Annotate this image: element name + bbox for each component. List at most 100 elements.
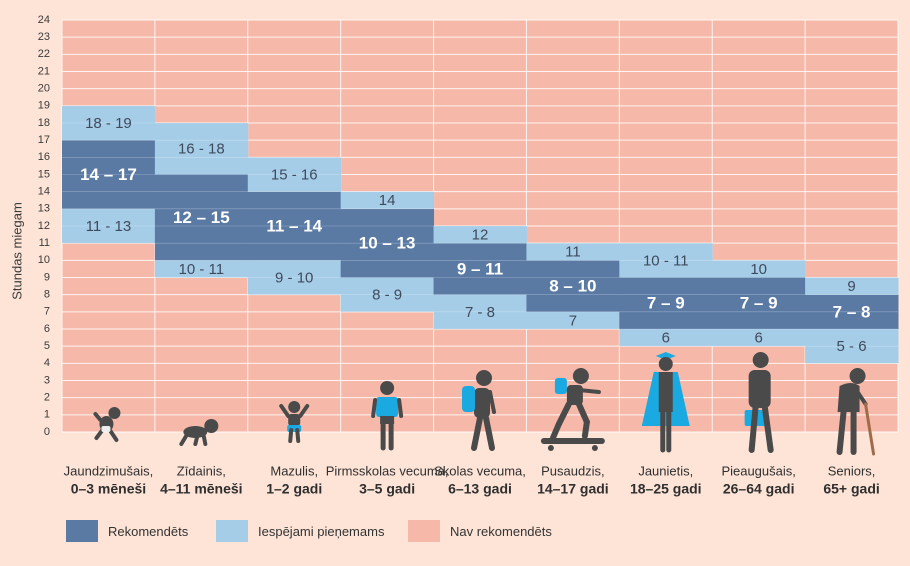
bar-recommended [247, 191, 342, 261]
label-acceptable-high: 18 - 19 [85, 115, 132, 132]
bar-acceptable-high [154, 123, 249, 175]
bar-acceptable-high [340, 191, 435, 209]
label-recommended: 8 – 10 [549, 277, 596, 296]
senior-cane-icon [836, 368, 876, 456]
label-acceptable-low: 10 - 11 [179, 261, 225, 278]
legend-label-not-recommended: Nav rekomendēts [450, 523, 552, 539]
y-tick-label: 1 [44, 409, 50, 421]
legend-label-acceptable: Iespējami pieņemams [258, 523, 385, 539]
legend-swatch-not-recommended [408, 520, 440, 542]
newborn-icon [93, 407, 121, 442]
bar-recommended [619, 277, 713, 329]
y-tick-label: 16 [38, 151, 50, 163]
toddler-icon [279, 401, 310, 443]
label-acceptable-low: 5 - 6 [837, 338, 867, 355]
category-age: 65+ gadi [823, 481, 879, 497]
bar-acceptable-low [433, 294, 527, 329]
teenager-skateboard-icon [540, 368, 605, 451]
bar-acceptable-low [62, 208, 156, 244]
y-tick-label: 8 [44, 289, 50, 301]
y-axis-label: Stundas miegam [9, 202, 24, 300]
category-name: Jaunietis, [638, 463, 693, 478]
category-age: 26–64 gadi [723, 481, 795, 497]
category-age: 14–17 gadi [537, 481, 609, 497]
preschooler-icon [371, 381, 404, 451]
y-tick-label: 7 [44, 306, 50, 318]
category-name: Pirmsskolas vecuma, [326, 463, 449, 478]
category-age: 3–5 gadi [359, 481, 415, 497]
label-recommended: 12 – 15 [173, 208, 230, 227]
label-acceptable-high: 11 [565, 244, 581, 261]
label-acceptable-low: 11 - 13 [86, 218, 132, 235]
label-acceptable-low: 6 [662, 330, 670, 347]
graduate-icon [641, 352, 690, 453]
bar-acceptable-high [805, 277, 899, 295]
label-acceptable-low: 6 [754, 330, 762, 347]
label-acceptable-high: 16 - 18 [178, 141, 225, 158]
category-name: Pusaudzis, [541, 463, 605, 478]
category-name: Skolas vecuma, [434, 463, 526, 478]
bar-acceptable-high [619, 243, 713, 278]
label-recommended: 9 – 11 [457, 259, 503, 278]
y-tick-label: 14 [38, 186, 50, 198]
y-tick-label: 23 [38, 31, 50, 43]
label-acceptable-high: 14 [379, 192, 396, 209]
label-acceptable-low: 8 - 9 [372, 287, 402, 304]
bar-recommended [154, 174, 249, 261]
bar-recommended [340, 208, 435, 278]
y-tick-label: 3 [44, 374, 50, 386]
y-tick-label: 12 [38, 220, 50, 232]
y-tick-label: 24 [38, 14, 50, 26]
label-acceptable-low: 7 [569, 312, 577, 329]
y-tick-label: 22 [38, 48, 50, 60]
y-tick-label: 13 [38, 203, 50, 215]
label-recommended: 11 – 14 [266, 216, 322, 235]
category-age: 18–25 gadi [630, 481, 702, 497]
category-age: 0–3 mēneši [71, 481, 147, 497]
category-age: 4–11 mēneši [160, 481, 243, 497]
bar-recommended [712, 277, 806, 329]
y-tick-label: 2 [44, 392, 50, 404]
label-acceptable-high: 15 - 16 [271, 166, 318, 183]
label-recommended: 7 – 9 [647, 294, 685, 313]
bar-acceptable-low [526, 311, 620, 329]
label-acceptable-high: 10 - 11 [643, 252, 689, 269]
label-recommended: 10 – 13 [359, 234, 416, 253]
bar-recommended [526, 260, 620, 312]
y-tick-label: 21 [38, 65, 50, 77]
label-acceptable-low: 9 - 10 [275, 269, 313, 286]
y-tick-label: 10 [38, 254, 50, 266]
bar-acceptable-high [247, 157, 342, 192]
y-tick-label: 11 [39, 237, 50, 249]
legend-item-recommended: Rekomendēts [66, 520, 188, 542]
infant-icon [179, 419, 219, 446]
bar-acceptable-low [247, 260, 342, 295]
bar-acceptable-high [712, 260, 806, 278]
label-acceptable-high: 9 [847, 278, 855, 295]
bar-acceptable-low [712, 329, 806, 347]
bar-acceptable-high [62, 105, 156, 141]
y-tick-label: 4 [44, 357, 50, 369]
bar-acceptable-low [805, 329, 899, 364]
category-age: 6–13 gadi [448, 481, 512, 497]
y-tick-label: 18 [38, 117, 50, 129]
bar-acceptable-low [619, 329, 713, 347]
bar-acceptable-low [154, 260, 249, 278]
label-recommended: 14 – 17 [80, 165, 137, 184]
adult-briefcase-icon [744, 352, 774, 453]
legend-swatch-acceptable [216, 520, 248, 542]
category-name: Seniors, [828, 463, 876, 478]
legend-item-not-recommended: Nav rekomendēts [408, 520, 552, 542]
legend-swatch-recommended [66, 520, 98, 542]
y-tick-label: 6 [44, 323, 50, 335]
bar-recommended [805, 294, 899, 329]
y-tick-label: 15 [38, 168, 50, 180]
label-recommended: 7 – 8 [833, 302, 871, 321]
y-tick-label: 9 [44, 271, 50, 283]
y-tick-label: 5 [44, 340, 50, 352]
category-age: 1–2 gadi [266, 481, 322, 497]
category-name: Jaundzimušais, [64, 463, 154, 478]
bar-recommended [433, 243, 527, 295]
category-name: Mazulis, [270, 463, 318, 478]
